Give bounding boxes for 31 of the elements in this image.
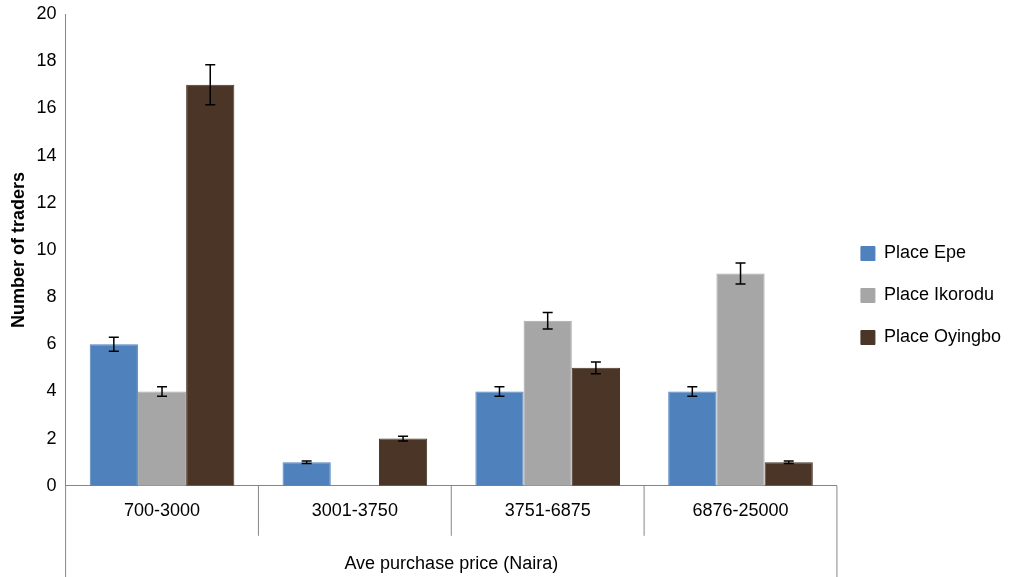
bar	[282, 462, 331, 486]
y-tick-label: 8	[46, 286, 57, 307]
bar	[89, 344, 138, 486]
y-tick-label: 18	[36, 50, 57, 71]
bar	[716, 273, 765, 486]
y-tick-label: 20	[36, 2, 57, 23]
y-tick-label: 2	[46, 427, 57, 448]
y-tick-label: 6	[46, 333, 57, 354]
bar	[475, 391, 524, 486]
x-tick-label: 3001-3750	[311, 499, 398, 520]
legend-label: Place Ikorodu	[883, 284, 995, 305]
y-tick-label: 0	[46, 474, 57, 495]
bar	[523, 320, 572, 486]
legend-label: Place Epe	[883, 242, 966, 263]
x-axis-title: Ave purchase price (Naira)	[344, 553, 559, 574]
y-tick-label: 4	[46, 380, 57, 401]
bar	[571, 367, 620, 486]
bar	[186, 84, 235, 486]
bar	[764, 462, 813, 486]
y-tick-label: 10	[36, 238, 57, 259]
bar	[137, 391, 187, 486]
y-tick-label: 16	[36, 97, 57, 118]
y-tick-label: 12	[36, 191, 57, 212]
x-tick-label: 6876-25000	[692, 499, 789, 520]
x-tick-label: 700-3000	[124, 499, 201, 520]
bar	[668, 391, 717, 486]
legend-label: Place Oyingbo	[883, 326, 1002, 347]
y-tick-label: 14	[36, 144, 57, 165]
y-axis-title: Number of traders	[7, 171, 28, 328]
x-tick-label: 3751-6875	[504, 499, 591, 520]
bar	[378, 438, 428, 486]
